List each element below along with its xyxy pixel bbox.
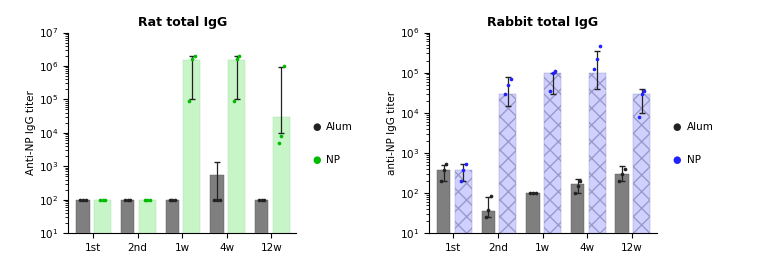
Point xyxy=(440,162,452,166)
Point xyxy=(524,191,537,195)
Text: NP: NP xyxy=(326,155,340,165)
Point xyxy=(278,64,290,68)
Y-axis label: anti-NP IgG titer: anti-NP IgG titer xyxy=(387,91,397,175)
Point xyxy=(169,198,181,202)
Point xyxy=(144,198,156,202)
Text: ●: ● xyxy=(312,122,321,132)
Point xyxy=(572,184,584,188)
Point xyxy=(164,198,176,202)
Bar xyxy=(184,60,200,271)
Bar xyxy=(139,200,156,271)
Point xyxy=(530,191,542,195)
Point xyxy=(549,69,561,73)
Point xyxy=(588,67,600,72)
Point xyxy=(96,198,109,202)
Bar xyxy=(526,193,540,271)
Bar xyxy=(272,117,290,271)
Point xyxy=(276,134,288,138)
Bar xyxy=(121,200,134,271)
Point xyxy=(166,198,178,202)
Point xyxy=(141,198,153,202)
Bar xyxy=(633,93,650,271)
Point xyxy=(74,198,87,202)
Point xyxy=(574,179,586,183)
Bar xyxy=(571,184,584,271)
Bar xyxy=(544,73,561,271)
Bar xyxy=(455,170,471,271)
Point xyxy=(485,194,497,199)
Text: ●: ● xyxy=(312,155,321,165)
Bar xyxy=(165,200,179,271)
Point xyxy=(499,91,512,96)
Point xyxy=(231,57,243,61)
Point xyxy=(638,89,650,93)
Text: ●: ● xyxy=(672,155,682,165)
Point xyxy=(437,167,449,172)
Title: Rat total IgG: Rat total IgG xyxy=(137,15,227,28)
Text: NP: NP xyxy=(687,155,701,165)
Point xyxy=(435,179,447,183)
Point xyxy=(482,208,494,212)
Point xyxy=(502,83,514,87)
Point xyxy=(119,198,131,202)
Point xyxy=(139,198,151,202)
Point xyxy=(272,141,285,145)
Text: Alum: Alum xyxy=(687,122,713,132)
Point xyxy=(124,198,137,202)
Title: Rabbit total IgG: Rabbit total IgG xyxy=(487,15,598,28)
Point xyxy=(80,198,92,202)
Point xyxy=(460,162,472,166)
Bar xyxy=(255,200,269,271)
Point xyxy=(258,198,270,202)
Point xyxy=(619,167,631,171)
Y-axis label: Anti-NP IgG titer: Anti-NP IgG titer xyxy=(27,90,36,175)
Bar xyxy=(481,211,495,271)
Point xyxy=(505,77,517,81)
Point xyxy=(616,172,628,177)
Point xyxy=(121,198,134,202)
Point xyxy=(457,167,469,172)
Point xyxy=(188,54,200,58)
Bar xyxy=(228,60,245,271)
Point xyxy=(94,198,106,202)
Point xyxy=(183,99,195,103)
Point xyxy=(77,198,89,202)
Bar xyxy=(210,175,224,271)
Point xyxy=(455,179,467,183)
Point xyxy=(543,89,556,93)
Point xyxy=(213,198,225,202)
Point xyxy=(546,70,559,75)
Point xyxy=(233,54,245,58)
Point xyxy=(527,191,539,195)
Bar xyxy=(437,170,450,271)
Point xyxy=(208,198,220,202)
Point xyxy=(228,99,240,103)
Point xyxy=(99,198,112,202)
Point xyxy=(256,198,268,202)
Text: ●: ● xyxy=(672,122,682,132)
Point xyxy=(613,179,625,183)
Point xyxy=(480,215,492,219)
Point xyxy=(591,57,603,61)
Point xyxy=(211,198,223,202)
Point xyxy=(633,114,645,119)
Text: Alum: Alum xyxy=(326,122,353,132)
Point xyxy=(186,57,198,61)
Bar xyxy=(94,200,111,271)
Bar xyxy=(499,93,516,271)
Bar xyxy=(616,175,629,271)
Bar xyxy=(77,200,90,271)
Point xyxy=(253,198,265,202)
Bar xyxy=(589,73,606,271)
Point xyxy=(594,44,606,49)
Point xyxy=(568,191,581,195)
Point xyxy=(636,91,648,96)
